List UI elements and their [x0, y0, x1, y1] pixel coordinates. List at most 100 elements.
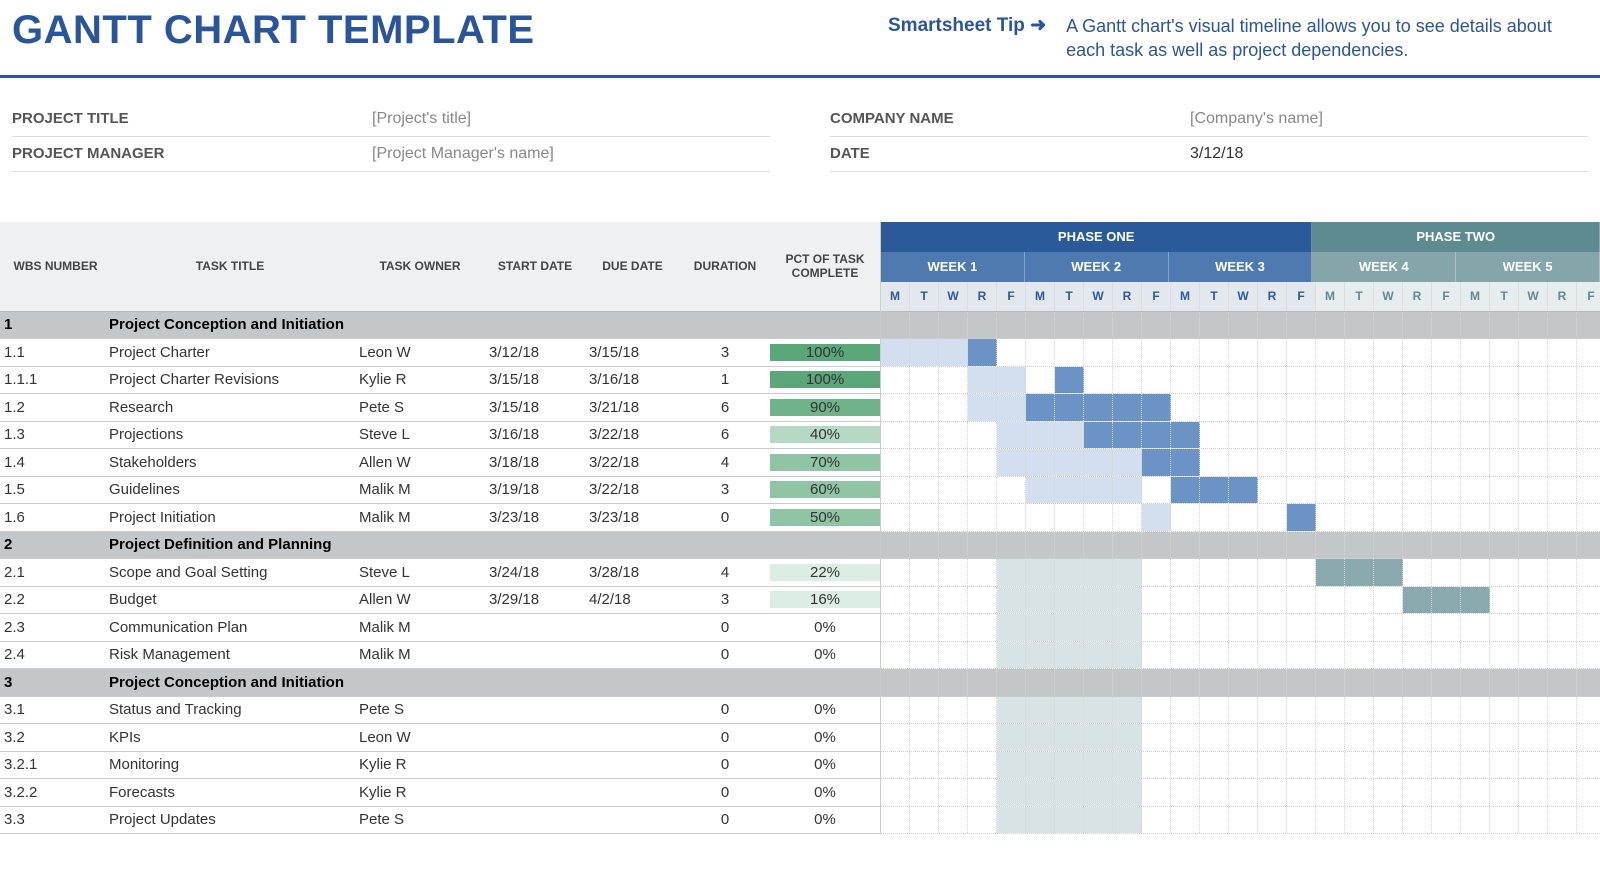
cell-title: Project Conception and Initiation [105, 316, 355, 333]
meta-value[interactable]: [Company's name] [1190, 110, 1323, 128]
timeline-cell [1113, 477, 1142, 504]
timeline-cell [1142, 779, 1171, 806]
task-row[interactable]: 3.2KPIsLeon W00% [0, 724, 880, 752]
timeline-cell [1345, 669, 1374, 696]
section-row[interactable]: 2Project Definition and Planning [0, 532, 880, 560]
task-row[interactable]: 3.3Project UpdatesPete S00% [0, 807, 880, 835]
section-row[interactable]: 3Project Conception and Initiation [0, 669, 880, 697]
timeline-cell [1403, 504, 1432, 531]
timeline-cell [1113, 642, 1142, 669]
day-header: W [1374, 282, 1403, 311]
timeline-cell [1113, 339, 1142, 366]
timeline-cell [1258, 614, 1287, 641]
cell-pct: 40% [770, 426, 880, 443]
timeline-cell [1200, 449, 1229, 476]
timeline-cell [1258, 697, 1287, 724]
timeline-cell [1055, 449, 1084, 476]
timeline-cell [1258, 339, 1287, 366]
cell-wbs: 3.2.2 [0, 784, 105, 801]
timeline-cell [1374, 422, 1403, 449]
task-row[interactable]: 1.4StakeholdersAllen W3/18/183/22/18470% [0, 449, 880, 477]
cell-title: Scope and Goal Setting [105, 564, 355, 581]
timeline-cell [1229, 422, 1258, 449]
task-row[interactable]: 1.6Project InitiationMalik M3/23/183/23/… [0, 504, 880, 532]
timeline-cell [1142, 669, 1171, 696]
timeline-cell [968, 724, 997, 751]
cell-due: 3/22/18 [585, 426, 680, 443]
timeline-cell [1055, 367, 1084, 394]
timeline-cell [1142, 614, 1171, 641]
task-row[interactable]: 1.1Project CharterLeon W3/12/183/15/1831… [0, 339, 880, 367]
timeline-cell [1519, 532, 1548, 559]
timeline-cell [1171, 752, 1200, 779]
timeline-cell [1490, 724, 1519, 751]
tip-label[interactable]: Smartsheet Tip ➜ [888, 14, 1046, 37]
timeline-cell [1142, 394, 1171, 421]
task-row[interactable]: 1.3ProjectionsSteve L3/16/183/22/18640% [0, 422, 880, 450]
cell-dur: 0 [680, 784, 770, 801]
timeline-cell [1403, 532, 1432, 559]
timeline-cell [1113, 449, 1142, 476]
timeline-cell [968, 752, 997, 779]
timeline-cell [1258, 587, 1287, 614]
timeline-cell [1548, 394, 1577, 421]
task-row[interactable]: 3.2.1MonitoringKylie R00% [0, 752, 880, 780]
timeline-cell [1200, 614, 1229, 641]
timeline-cell [1287, 532, 1316, 559]
task-row[interactable]: 2.1Scope and Goal SettingSteve L3/24/183… [0, 559, 880, 587]
timeline-cell [1577, 477, 1600, 504]
section-row[interactable]: 1Project Conception and Initiation [0, 312, 880, 340]
timeline-cell [1403, 669, 1432, 696]
timeline-cell [1490, 587, 1519, 614]
timeline-cell [1113, 559, 1142, 586]
cell-dur: 3 [680, 481, 770, 498]
timeline-cell [1490, 559, 1519, 586]
timeline-cell [1084, 532, 1113, 559]
timeline-cell [997, 724, 1026, 751]
day-header: R [968, 282, 997, 311]
timeline-cell [1490, 532, 1519, 559]
timeline-cell [1171, 614, 1200, 641]
timeline-cell [1287, 752, 1316, 779]
timeline-cell [997, 642, 1026, 669]
timeline-cell [1345, 779, 1374, 806]
cell-wbs: 3 [0, 674, 105, 691]
timeline-cell [881, 559, 910, 586]
timeline-cell [881, 504, 910, 531]
cell-title: Forecasts [105, 784, 355, 801]
day-header: R [1258, 282, 1287, 311]
timeline-cell [1142, 752, 1171, 779]
timeline-cell [1258, 779, 1287, 806]
task-row[interactable]: 2.2BudgetAllen W3/29/184/2/18316% [0, 587, 880, 615]
timeline-cell [1142, 312, 1171, 339]
timeline-cell [1287, 367, 1316, 394]
task-row[interactable]: 3.2.2ForecastsKylie R00% [0, 779, 880, 807]
timeline-cell [1577, 614, 1600, 641]
timeline-cell [910, 752, 939, 779]
cell-owner: Allen W [355, 591, 485, 608]
timeline-cell [1084, 394, 1113, 421]
timeline-cell [1171, 422, 1200, 449]
cell-start: 3/12/18 [485, 344, 585, 361]
cell-title: Stakeholders [105, 454, 355, 471]
timeline-cell [1519, 449, 1548, 476]
timeline-cell [1316, 504, 1345, 531]
task-row[interactable]: 3.1Status and TrackingPete S00% [0, 697, 880, 725]
timeline-cell [939, 422, 968, 449]
timeline-cell [1577, 339, 1600, 366]
meta-value[interactable]: 3/12/18 [1190, 145, 1243, 163]
task-row[interactable]: 2.3Communication PlanMalik M00% [0, 614, 880, 642]
meta-value[interactable]: [Project's title] [372, 110, 471, 128]
task-row[interactable]: 1.5GuidelinesMalik M3/19/183/22/18360% [0, 477, 880, 505]
timeline-cell [939, 587, 968, 614]
task-row[interactable]: 1.1.1Project Charter RevisionsKylie R3/1… [0, 367, 880, 395]
meta-value[interactable]: [Project Manager's name] [372, 145, 554, 163]
timeline-cell [1461, 449, 1490, 476]
timeline-cell [1200, 504, 1229, 531]
task-row[interactable]: 2.4Risk ManagementMalik M00% [0, 642, 880, 670]
timeline-cell [1171, 312, 1200, 339]
task-row[interactable]: 1.2ResearchPete S3/15/183/21/18690% [0, 394, 880, 422]
timeline-cell [1461, 669, 1490, 696]
timeline-cell [939, 642, 968, 669]
timeline-cell [1113, 587, 1142, 614]
